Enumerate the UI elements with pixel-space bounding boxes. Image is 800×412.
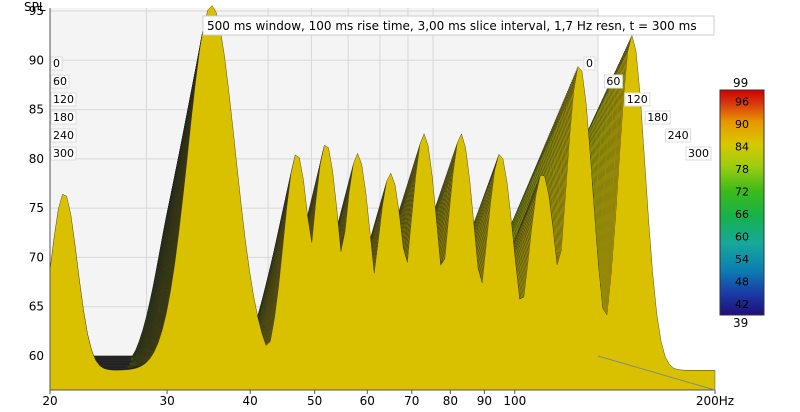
- colorbar: [719, 89, 765, 316]
- time-tick-label-right: 120: [627, 93, 648, 106]
- time-tick-box-left: [50, 128, 77, 143]
- x-tick-label: 70: [404, 394, 419, 408]
- time-tick-box-left: [50, 56, 63, 71]
- colorbar-tick-label: 66: [735, 208, 749, 221]
- y-axis-title: SPL: [24, 0, 46, 14]
- y-tick-label: 95: [29, 4, 44, 18]
- time-tick-label-right: 300: [688, 147, 709, 160]
- colorbar-tick-label: 90: [735, 118, 749, 131]
- time-tick-label-right: 60: [606, 75, 620, 88]
- y-axis-ticks: 60 65 70 75 80 85 90 95: [29, 4, 44, 363]
- waterfall-slice: [49, 5, 716, 391]
- chart-title-box: [202, 15, 715, 36]
- y-tick-label: 85: [29, 103, 44, 117]
- time-tick-label-right: 180: [647, 111, 668, 124]
- colorbar-tick-label: 78: [735, 163, 749, 176]
- time-tick-box-right: [624, 92, 651, 107]
- colorbar-tick-label: 96: [735, 95, 749, 108]
- time-tick-box-right: [685, 146, 712, 161]
- time-tick-label-left: 0: [53, 57, 60, 70]
- time-tick-label-left: 300: [53, 147, 74, 160]
- x-axis-ticks: 20 30 40 50 60 70 80 90 100 200Hz: [42, 390, 734, 408]
- x-tick-label: 60: [360, 394, 375, 408]
- x-tick-label: 200Hz: [696, 394, 734, 408]
- waterfall-slices: [49, 5, 716, 391]
- time-tick-box-left: [50, 110, 77, 125]
- colorbar-max-label: 99: [733, 76, 748, 90]
- time-tick-label-right: 240: [668, 129, 689, 142]
- time-axis-ticks-left: 0 60 120 180 240 300: [50, 56, 77, 161]
- y-tick-label: 80: [29, 152, 44, 166]
- x-tick-label: 50: [307, 394, 322, 408]
- y-tick-label: 60: [29, 349, 44, 363]
- colorbar-tick-label: 48: [735, 275, 749, 288]
- x-tick-label: 80: [443, 394, 458, 408]
- y-tick-label: 65: [29, 300, 44, 314]
- x-tick-label: 90: [477, 394, 492, 408]
- colorbar-tick-label: 72: [735, 185, 749, 198]
- y-tick-label: 75: [29, 201, 44, 215]
- time-tick-box-right: [665, 128, 692, 143]
- colorbar-tick-label: 42: [735, 298, 749, 311]
- y-tick-label: 90: [29, 53, 44, 67]
- x-tick-label: 20: [42, 394, 57, 408]
- time-tick-box-right: [644, 110, 671, 125]
- time-tick-label-left: 60: [53, 75, 67, 88]
- time-tick-box-left: [50, 74, 70, 89]
- y-tick-label: 70: [29, 250, 44, 264]
- colorbar-ticks: 96 90 84 78 72 66 60 54 48 42: [735, 95, 749, 311]
- colorbar-min-label: 39: [733, 316, 748, 330]
- time-tick-box-left: [50, 146, 77, 161]
- time-tick-box-right: [603, 74, 623, 89]
- chart-title: 500 ms window, 100 ms rise time, 3,00 ms…: [207, 19, 697, 33]
- time-tick-label-left: 240: [53, 129, 74, 142]
- x-tick-label: 100: [503, 394, 526, 408]
- time-tick-label-right: 0: [586, 57, 593, 70]
- x-tick-label: 40: [243, 394, 258, 408]
- depth-axis-line: [597, 355, 716, 391]
- colorbar-tick-label: 54: [735, 253, 749, 266]
- time-tick-box-left: [50, 92, 77, 107]
- time-tick-label-left: 120: [53, 93, 74, 106]
- colorbar-tick-label: 60: [735, 230, 749, 243]
- time-tick-label-left: 180: [53, 111, 74, 124]
- colorbar-tick-label: 84: [735, 140, 749, 153]
- x-tick-label: 30: [159, 394, 174, 408]
- time-tick-box-right: [583, 56, 596, 71]
